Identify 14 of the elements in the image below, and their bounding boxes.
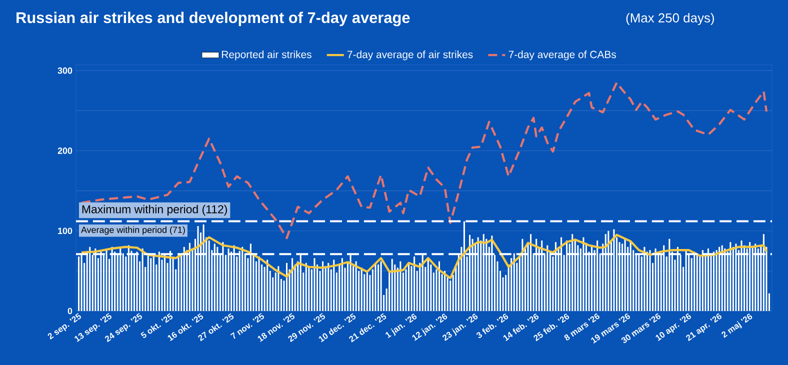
chart-title: Russian air strikes and development of 7-day average [16,12,410,26]
y-tick-label: 300 [58,67,72,74]
y-tick-label: 100 [58,228,72,234]
ref-line-label: Maximum within period (112) [82,204,227,216]
line-series [80,234,768,280]
y-tick-label: 200 [58,148,72,154]
chart-subtitle: (Max 250 days) [626,12,714,26]
ref-line-label: Average within period (71) [80,226,185,235]
legend-label: 7-day average of air strikes [348,50,473,60]
line-series [80,82,768,240]
x-tick-label: 2 maj '26 [722,314,752,338]
legend-label: 7-day average of CABs [508,50,616,60]
y-tick-label: 0 [68,308,72,314]
legend-label: Reported air strikes [222,50,312,60]
